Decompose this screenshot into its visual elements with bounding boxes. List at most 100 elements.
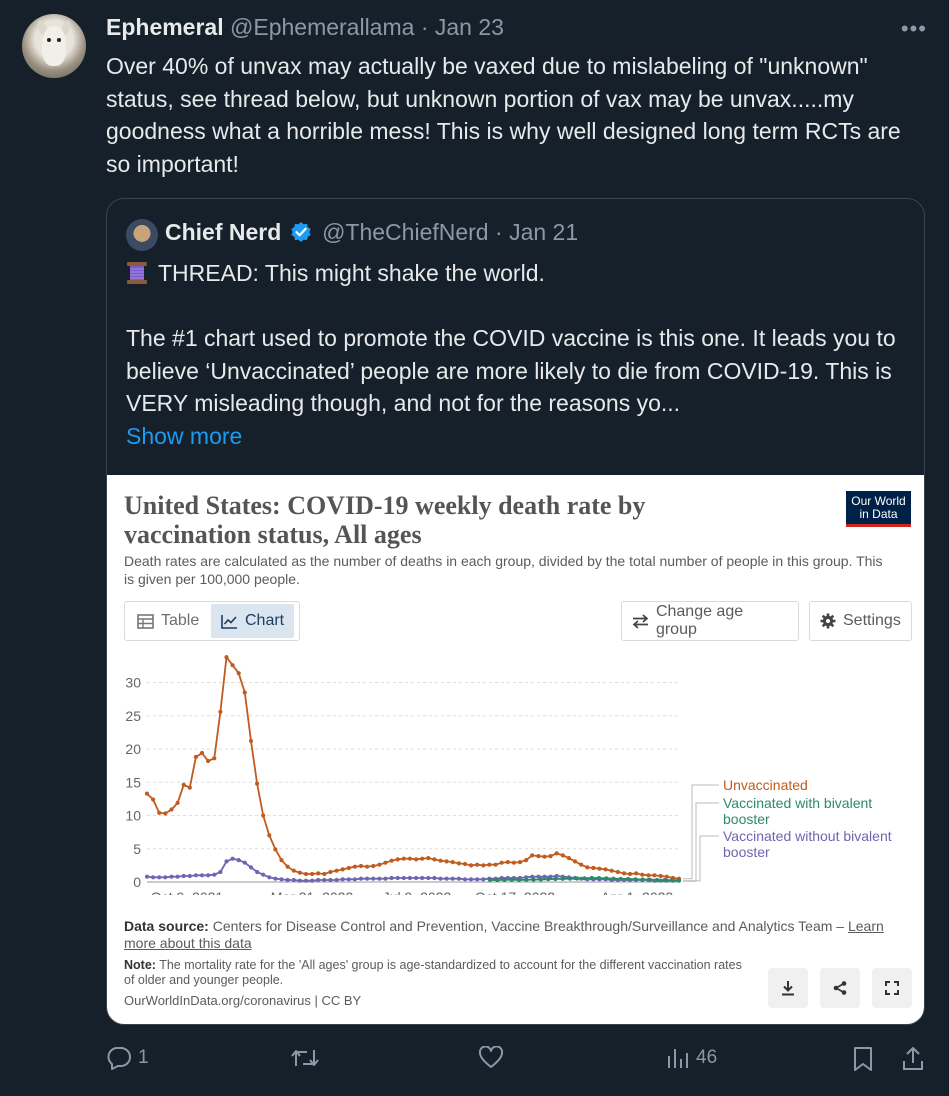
data-point xyxy=(582,876,587,881)
y-axis: 0 5 10 15 20 25 30 xyxy=(125,675,141,891)
chart-grid xyxy=(147,682,679,883)
data-point xyxy=(371,876,376,881)
reply-button[interactable]: 1 xyxy=(106,1046,149,1070)
data-point xyxy=(340,867,345,872)
data-point xyxy=(261,872,266,877)
data-point xyxy=(633,877,638,882)
data-point xyxy=(187,873,192,879)
chart-image[interactable]: United States: COVID-19 weekly death rat… xyxy=(107,475,925,1024)
data-point xyxy=(647,877,653,882)
data-point xyxy=(255,781,260,786)
data-point xyxy=(199,750,205,756)
data-point xyxy=(322,877,327,883)
quoted-tweet[interactable]: Chief Nerd @TheChiefNerd · Jan 21 THREAD… xyxy=(106,198,925,1025)
verified-badge-icon xyxy=(290,222,311,242)
data-point xyxy=(597,866,602,871)
thread-line: THREAD: This might shake the world. xyxy=(126,257,916,290)
data-point xyxy=(538,877,543,882)
heart-icon xyxy=(478,1046,504,1068)
data-point xyxy=(199,873,205,878)
learn-more-link[interactable]: Learn more about this data xyxy=(124,918,884,951)
data-point xyxy=(273,847,278,852)
data-point xyxy=(438,858,443,863)
author-handle[interactable]: @Ephemerallama xyxy=(230,14,415,40)
data-point xyxy=(175,874,180,879)
tab-chart[interactable]: Chart xyxy=(211,604,295,638)
data-point xyxy=(585,865,590,870)
data-point xyxy=(407,875,412,881)
share-button[interactable] xyxy=(820,968,860,1008)
author-name[interactable]: Ephemeral xyxy=(106,14,224,40)
data-point xyxy=(652,873,657,878)
data-point xyxy=(546,877,551,882)
owid-logo[interactable]: Our World in Data xyxy=(846,491,911,527)
download-button[interactable] xyxy=(768,968,808,1008)
data-point xyxy=(224,859,229,864)
source-url[interactable]: OurWorldInData.org/coronavirus | CC BY xyxy=(124,993,362,1008)
repost-button[interactable] xyxy=(290,1046,320,1070)
data-point xyxy=(242,860,247,865)
chart-note: Note: The mortality rate for the 'All ag… xyxy=(124,958,744,988)
author-avatar[interactable] xyxy=(22,14,86,78)
data-point xyxy=(352,877,357,882)
line-chart[interactable]: 0 5 10 15 20 25 30 Oct 9, 2021 Mar 31, 2022 Jul … xyxy=(107,650,925,895)
legend-label[interactable]: Vaccinated without bivalent xyxy=(723,828,892,844)
quoted-author-handle[interactable]: @TheChiefNerd xyxy=(322,219,489,245)
bookmark-button[interactable] xyxy=(852,1046,874,1072)
views-button[interactable]: 46 xyxy=(666,1046,717,1070)
data-point xyxy=(224,655,229,660)
data-point xyxy=(566,856,571,861)
legend-label[interactable]: booster xyxy=(723,844,770,860)
data-point xyxy=(475,877,480,882)
data-point xyxy=(322,871,327,877)
data-point xyxy=(438,876,443,881)
data-point xyxy=(517,860,523,865)
x-tick-label: Oct 9, 2021 xyxy=(151,889,224,895)
data-point xyxy=(469,863,474,868)
data-point xyxy=(377,876,382,881)
data-point xyxy=(502,877,507,882)
show-more-link[interactable]: Show more xyxy=(126,422,243,449)
thread-spool-icon xyxy=(127,262,147,284)
data-point xyxy=(181,782,186,787)
data-point xyxy=(297,870,302,875)
more-options-icon[interactable]: ••• xyxy=(900,16,927,41)
data-point xyxy=(626,876,631,882)
quoted-tweet-date[interactable]: Jan 21 xyxy=(509,219,579,245)
tweet-header: Ephemeral @Ephemerallama · Jan 23 xyxy=(106,14,504,41)
data-point xyxy=(242,690,247,695)
legend-label[interactable]: booster xyxy=(723,811,770,827)
data-point xyxy=(611,876,616,881)
data-point xyxy=(560,876,565,881)
share-tweet-button[interactable] xyxy=(901,1046,925,1072)
data-point xyxy=(255,869,260,875)
quoted-author-name[interactable]: Chief Nerd xyxy=(165,219,282,245)
quoted-body: The #1 chart used to promote the COVID v… xyxy=(126,325,896,416)
data-point xyxy=(395,857,400,862)
data-point xyxy=(401,875,406,881)
like-button[interactable] xyxy=(478,1046,504,1070)
data-point xyxy=(163,811,168,816)
data-point xyxy=(444,859,449,864)
data-point xyxy=(469,877,474,882)
settings-label: Settings xyxy=(843,612,901,629)
settings-button[interactable]: Settings xyxy=(809,601,912,641)
data-point xyxy=(589,875,594,881)
tab-table[interactable]: Table xyxy=(127,604,209,638)
data-point xyxy=(151,797,156,802)
legend-connector xyxy=(683,835,719,882)
change-age-group-button[interactable]: Change age group xyxy=(621,601,799,641)
data-source: Data source: Centers for Disease Control… xyxy=(124,918,894,952)
legend-label[interactable]: Vaccinated with bivalent xyxy=(723,795,872,811)
reply-count: 1 xyxy=(138,1047,149,1068)
data-point xyxy=(365,864,370,869)
data-point xyxy=(487,862,492,867)
data-point xyxy=(444,876,449,881)
fullscreen-button[interactable] xyxy=(872,968,912,1008)
legend-label[interactable]: Unvaccinated xyxy=(723,777,808,793)
quoted-author-avatar[interactable] xyxy=(126,219,158,251)
tweet-date[interactable]: Jan 23 xyxy=(434,14,504,40)
data-point xyxy=(509,877,514,882)
data-point xyxy=(603,867,608,872)
